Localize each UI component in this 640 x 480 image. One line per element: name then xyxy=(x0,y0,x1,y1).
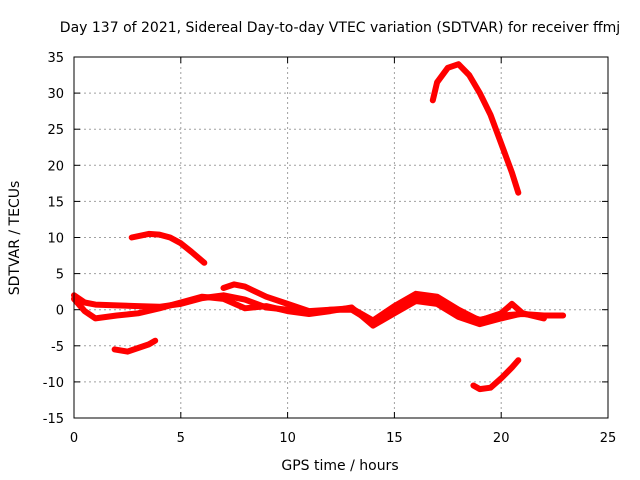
x-tick-label: 0 xyxy=(70,431,78,446)
y-tick-label: -10 xyxy=(43,376,64,391)
series-arc-7 xyxy=(470,357,522,393)
x-tick-label: 5 xyxy=(177,431,185,446)
series-arc-6 xyxy=(429,61,522,196)
series-arc-2 xyxy=(71,293,547,329)
y-tick-label: -15 xyxy=(43,412,64,427)
x-axis-label: GPS time / hours xyxy=(281,458,398,474)
y-tick-label: 35 xyxy=(47,51,64,66)
x-tick-label: 20 xyxy=(493,431,510,446)
x-tick-label: 15 xyxy=(386,431,403,446)
plot-series xyxy=(71,61,567,393)
series-arc-4 xyxy=(128,230,208,266)
y-tick-label: 0 xyxy=(56,304,64,319)
y-tick-label: 30 xyxy=(47,87,64,102)
x-tick-label: 25 xyxy=(600,431,617,446)
series-arc-3 xyxy=(220,281,526,324)
axis-ticks: 0 5 10 15 20 25 -15 -10 -5 0 5 10 15 20 25 30 35 xyxy=(43,51,617,446)
x-tick-label: 10 xyxy=(279,431,296,446)
y-tick-label: 15 xyxy=(47,195,64,210)
y-tick-label: 25 xyxy=(47,123,64,138)
y-tick-label: 10 xyxy=(47,232,64,247)
y-tick-label: 5 xyxy=(56,268,64,283)
series-arc-5 xyxy=(111,337,159,355)
chart-title: Day 137 of 2021, Sidereal Day-to-day VTE… xyxy=(60,20,620,36)
y-tick-label: 20 xyxy=(47,159,64,174)
grid xyxy=(74,57,608,418)
y-tick-label: -5 xyxy=(51,340,64,355)
y-axis-label: SDTVAR / TECUs xyxy=(7,181,23,296)
